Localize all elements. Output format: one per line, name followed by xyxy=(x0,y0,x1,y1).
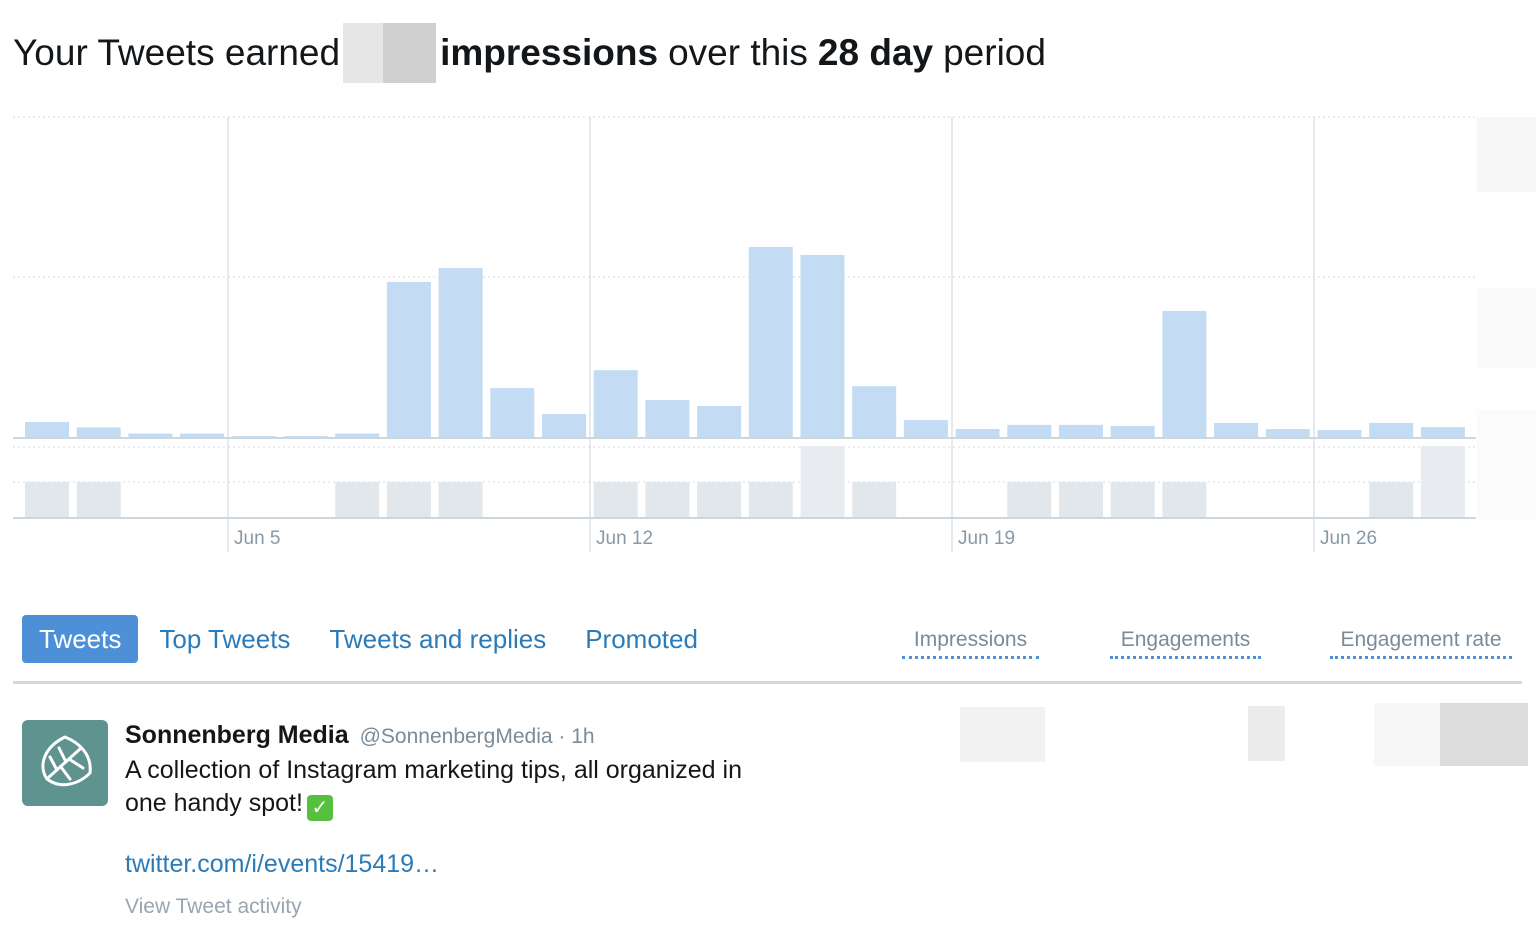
check-mark-icon: ✓ xyxy=(306,795,333,821)
redacted-axis-value xyxy=(1477,410,1536,520)
headline-prefix: Your Tweets earned xyxy=(13,32,341,73)
engagements-bar xyxy=(1110,482,1155,518)
x-tick-label: Jun 12 xyxy=(596,528,653,549)
impressions-bar xyxy=(128,433,173,438)
impressions-bar xyxy=(25,422,69,438)
x-tick-label: Jun 5 xyxy=(234,528,280,549)
impressions-bar xyxy=(386,281,431,438)
impressions-bar xyxy=(852,386,897,438)
engagements-column-header[interactable]: Engagements xyxy=(1110,628,1261,659)
engagements-bar xyxy=(645,482,690,518)
tab-tweets[interactable]: Tweets xyxy=(22,615,139,663)
engagements-bar xyxy=(1420,446,1465,518)
impressions-bar xyxy=(645,399,690,438)
impressions-bar xyxy=(593,370,638,438)
tweet-author-handle[interactable]: @SonnenbergMedia · 1h xyxy=(359,725,595,748)
tweet-header: Sonnenberg Media @SonnenbergMedia · 1h xyxy=(125,721,595,750)
impressions-bar xyxy=(542,414,586,438)
impressions-bar xyxy=(697,406,742,438)
impressions-bar xyxy=(1162,310,1207,438)
engagements-bar xyxy=(852,482,897,518)
engagements-bar xyxy=(25,482,69,518)
tab-promoted[interactable]: Promoted xyxy=(585,624,698,654)
impressions-bar xyxy=(490,388,535,438)
impressions-headline: Your Tweets earned impressions over this 28… xyxy=(13,20,1046,86)
impressions-bar xyxy=(1110,425,1155,438)
tweet-text-line-2: one handy spot! xyxy=(125,789,303,817)
impressions-bar xyxy=(76,427,121,438)
impressions-bar xyxy=(438,268,483,438)
redacted-axis-value xyxy=(1477,288,1536,368)
headline-metric: impressions xyxy=(440,32,659,73)
tweet-text-line-1: A collection of Instagram marketing tips… xyxy=(125,756,742,784)
impressions-bar xyxy=(800,254,845,438)
engagements-bar xyxy=(1369,482,1414,518)
impressions-column-header[interactable]: Impressions xyxy=(902,628,1039,659)
x-tick-label: Jun 26 xyxy=(1320,528,1377,549)
tweet-author-name[interactable]: Sonnenberg Media xyxy=(125,721,349,749)
impressions-bar xyxy=(748,246,793,438)
engagements-bar xyxy=(800,446,845,518)
impressions-bar xyxy=(903,420,948,438)
engagements-bar xyxy=(438,482,483,518)
engagements-bar xyxy=(335,482,380,518)
engagements-bar xyxy=(386,482,431,518)
engagements-bar xyxy=(1007,482,1052,518)
tweet-link[interactable]: twitter.com/i/events/15419… xyxy=(125,850,440,878)
engagements-bar xyxy=(697,482,742,518)
redacted-engagements-value xyxy=(1248,706,1285,761)
redacted-engagement-rate-value xyxy=(1374,703,1528,766)
impressions-bar xyxy=(335,433,380,438)
x-tick-label: Jun 19 xyxy=(958,528,1015,549)
impressions-bar xyxy=(1007,424,1052,438)
tab-top-tweets[interactable]: Top Tweets xyxy=(159,624,291,654)
redacted-impressions-count xyxy=(343,23,437,83)
view-tweet-activity-link[interactable]: View Tweet activity xyxy=(125,895,302,918)
impressions-bar xyxy=(1265,429,1310,438)
engagements-bar xyxy=(1162,482,1207,518)
impressions-bar xyxy=(180,433,225,438)
engagements-bar xyxy=(593,482,638,518)
redacted-axis-value xyxy=(1477,117,1536,192)
impressions-bar xyxy=(955,429,1000,438)
avatar[interactable] xyxy=(22,720,108,806)
leaf-logo-icon xyxy=(41,735,92,787)
impressions-bar xyxy=(1369,422,1414,438)
headline-period: 28 day xyxy=(817,32,934,73)
engagements-bar xyxy=(748,482,793,518)
engagements-bar xyxy=(1059,482,1103,518)
impressions-bar xyxy=(1420,427,1465,438)
engagement-rate-column-header[interactable]: Engagement rate xyxy=(1330,628,1512,659)
redacted-impressions-value xyxy=(960,707,1045,762)
impressions-chart: Jun 5 Jun 12 Jun 19 Jun 26 xyxy=(13,116,1536,552)
impressions-bar xyxy=(1059,424,1103,438)
headline-middle: over this xyxy=(668,32,808,73)
headline-suffix: period xyxy=(943,32,1046,73)
tweet-text: A collection of Instagram marketing tips… xyxy=(125,754,845,821)
impressions-bar xyxy=(1214,422,1259,438)
tabs-divider xyxy=(13,681,1522,684)
tab-tweets-and-replies[interactable]: Tweets and replies xyxy=(329,624,547,654)
impressions-bar xyxy=(1317,430,1362,438)
engagements-bar xyxy=(76,482,121,518)
tweet-tabs: Tweets Top Tweets Tweets and replies Pro… xyxy=(22,615,720,663)
